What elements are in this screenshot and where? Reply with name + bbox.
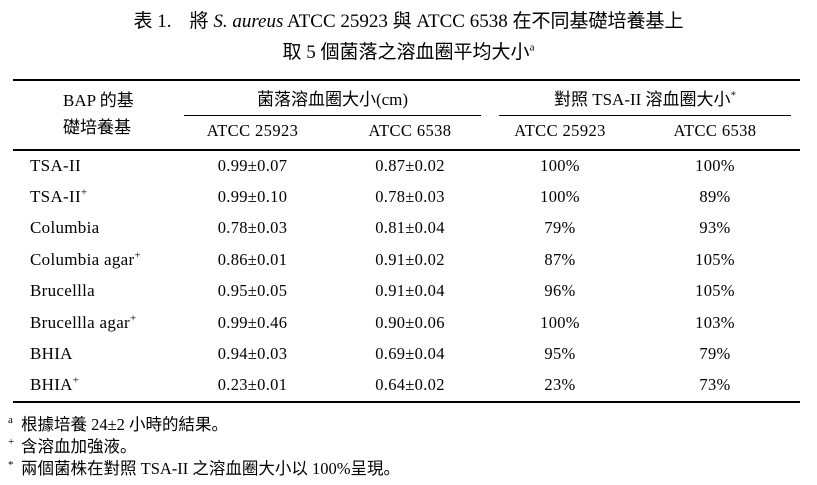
- cell-medium: BHIA+: [30, 374, 80, 395]
- header-group1-text: 菌落溶血圈大小(cm): [256, 89, 409, 109]
- header-group-control-tsa: 對照 TSA-II 溶血圈大小*: [490, 80, 800, 116]
- header-group-row: BAP 的基 礎培養基 菌落溶血圈大小(cm) 對照 TSA-II 溶血圈大小*: [13, 79, 800, 151]
- cell-pct-25923: 96%: [544, 281, 576, 301]
- footnote-plus-text: 含溶血加強液。: [21, 436, 137, 456]
- table-row: Columbia agar+ 0.86±0.01 0.91±0.02 87% 1…: [13, 244, 800, 276]
- caption-species-name: S. aureus: [213, 11, 284, 32]
- cell-halo-6538: 0.91±0.02: [375, 249, 445, 269]
- cell-medium: Brucellla agar+: [30, 312, 137, 332]
- table-caption: 表 1. 將 S. aureus ATCC 25923 與 ATCC 6538 在…: [0, 0, 817, 65]
- footnote-plus: + 含溶血加強液。: [8, 436, 137, 456]
- cell-halo-25923: 0.86±0.01: [217, 249, 288, 269]
- cell-halo-6538: 0.91±0.04: [375, 281, 445, 301]
- caption-line1: 表 1. 將 S. aureus ATCC 25923 與 ATCC 6538 在…: [0, 10, 817, 34]
- cell-halo-25923: 0.99±0.46: [217, 312, 288, 332]
- caption-footnote-marker-a: a: [529, 41, 535, 54]
- cell-halo-25923: 0.95±0.05: [217, 281, 288, 301]
- cell-halo-25923: 0.99±0.10: [217, 186, 288, 206]
- cell-halo-6538: 0.90±0.06: [375, 312, 445, 332]
- cell-halo-6538: 0.78±0.03: [375, 186, 445, 206]
- table-row: Brucellla agar+ 0.99±0.46 0.90±0.06 100%…: [13, 307, 800, 339]
- header-pct-atcc-6538: ATCC 6538: [630, 115, 801, 151]
- header-bap-medium: BAP 的基 礎培養基: [13, 79, 175, 151]
- header-pct-atcc-25923: ATCC 25923: [490, 115, 630, 151]
- cell-halo-25923: 0.78±0.03: [217, 218, 288, 238]
- header-halo-atcc-6538: ATCC 6538: [330, 115, 490, 151]
- caption-table-number: 表 1.: [133, 11, 172, 32]
- table-body: TSA-II 0.99±0.07 0.87±0.02 100% 100% TSA…: [13, 150, 800, 402]
- footnote-a-text: 根據培養 24±2 小時的結果。: [21, 414, 229, 434]
- cell-pct-6538: 73%: [699, 375, 731, 395]
- cell-pct-6538: 93%: [699, 218, 731, 238]
- cell-halo-25923: 0.23±0.01: [217, 375, 288, 395]
- cell-medium: BHIA: [30, 344, 73, 364]
- cell-medium: Brucellla: [30, 281, 96, 301]
- cell-pct-6538: 105%: [695, 249, 735, 269]
- header-group-halo-size-label: 菌落溶血圈大小(cm): [184, 81, 481, 116]
- header-group2-text: 對照 TSA-II 溶血圈大小: [553, 89, 731, 109]
- caption-text-pre: 將: [189, 11, 214, 32]
- table-row: TSA-II+ 0.99±0.10 0.78±0.03 100% 89%: [13, 181, 800, 213]
- header-sub-row: ATCC 25923 ATCC 6538 ATCC 25923 ATCC 653…: [13, 115, 801, 151]
- header-bap-medium-line1: BAP 的基: [63, 91, 134, 111]
- table-row: BHIA+ 0.23±0.01 0.64±0.02 23% 73%: [13, 370, 800, 402]
- cell-medium: Columbia agar+: [30, 249, 141, 269]
- cell-pct-25923: 23%: [544, 375, 576, 395]
- cell-pct-6538: 100%: [695, 155, 735, 175]
- cell-halo-6538: 0.87±0.02: [375, 155, 445, 175]
- results-table: BAP 的基 礎培養基 菌落溶血圈大小(cm) 對照 TSA-II 溶血圈大小*…: [13, 78, 801, 403]
- cell-pct-6538: 103%: [695, 312, 735, 332]
- caption-line2-text: 取 5 個菌落之溶血圈平均大小: [282, 41, 530, 63]
- table-row: Columbia 0.78±0.03 0.81±0.04 79% 93%: [13, 213, 800, 245]
- footnotes: a 根據培養 24±2 小時的結果。 + 含溶血加強液。 * 兩個菌株在對照 TSA-…: [8, 414, 817, 481]
- footnote-a: a 根據培養 24±2 小時的結果。: [8, 414, 229, 434]
- header-group-halo-size: 菌落溶血圈大小(cm): [175, 80, 490, 116]
- cell-pct-6538: 79%: [699, 344, 731, 364]
- cell-pct-25923: 100%: [540, 155, 580, 175]
- table-row: BHIA 0.94±0.03 0.69±0.04 95% 79%: [13, 339, 800, 371]
- header-footnote-marker-asterisk: *: [730, 88, 737, 101]
- table-row: Brucellla 0.95±0.05 0.91±0.04 96% 105%: [13, 276, 800, 308]
- cell-pct-25923: 100%: [540, 312, 580, 332]
- cell-halo-6538: 0.81±0.04: [375, 218, 445, 238]
- cell-pct-25923: 87%: [544, 249, 576, 269]
- cell-pct-25923: 79%: [544, 218, 576, 238]
- cell-medium: TSA-II: [30, 155, 81, 175]
- cell-pct-6538: 105%: [695, 281, 735, 301]
- cell-halo-6538: 0.64±0.02: [375, 375, 445, 395]
- header-bap-medium-line2: 礎培養基: [63, 117, 131, 137]
- cell-halo-6538: 0.69±0.04: [375, 344, 445, 364]
- cell-halo-25923: 0.94±0.03: [217, 344, 288, 364]
- header-halo-atcc-25923: ATCC 25923: [175, 115, 330, 151]
- caption-text-post: ATCC 25923 與 ATCC 6538 在不同基礎培養基上: [283, 11, 684, 32]
- header-group-control-tsa-label: 對照 TSA-II 溶血圈大小*: [499, 81, 792, 116]
- cell-pct-25923: 95%: [544, 344, 576, 364]
- cell-halo-25923: 0.99±0.07: [217, 155, 288, 175]
- table-header: BAP 的基 礎培養基 菌落溶血圈大小(cm) 對照 TSA-II 溶血圈大小*…: [13, 79, 801, 151]
- footnote-asterisk: * 兩個菌株在對照 TSA-II 之溶血圈大小以 100%呈現。: [8, 458, 401, 479]
- cell-pct-6538: 89%: [699, 186, 731, 206]
- caption-line2: 取 5 個菌落之溶血圈平均大小a: [0, 41, 817, 65]
- footnote-asterisk-text: 兩個菌株在對照 TSA-II 之溶血圈大小以 100%呈現。: [21, 459, 401, 479]
- cell-medium: TSA-II+: [30, 186, 88, 206]
- cell-pct-25923: 100%: [540, 186, 580, 206]
- table-row: TSA-II 0.99±0.07 0.87±0.02 100% 100%: [13, 150, 800, 182]
- cell-medium: Columbia: [30, 218, 100, 238]
